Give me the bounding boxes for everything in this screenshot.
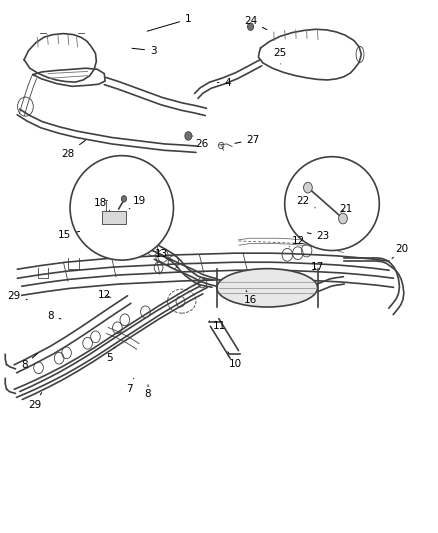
Text: 1: 1 xyxy=(147,14,192,31)
Text: 24: 24 xyxy=(244,17,267,30)
Text: 19: 19 xyxy=(129,197,146,209)
Text: 29: 29 xyxy=(7,291,27,301)
Text: 3: 3 xyxy=(132,46,157,55)
Ellipse shape xyxy=(70,156,173,260)
Text: 26: 26 xyxy=(193,136,209,149)
Circle shape xyxy=(247,23,254,30)
Text: 8: 8 xyxy=(21,353,37,370)
Text: 8: 8 xyxy=(145,385,152,399)
FancyBboxPatch shape xyxy=(102,211,126,224)
Text: 4: 4 xyxy=(217,78,231,87)
Text: 20: 20 xyxy=(392,245,409,259)
Circle shape xyxy=(304,182,312,193)
Text: 18: 18 xyxy=(94,198,110,211)
Text: 12: 12 xyxy=(98,290,111,300)
Text: 7: 7 xyxy=(126,378,134,394)
Text: 8: 8 xyxy=(47,311,61,320)
Text: 21: 21 xyxy=(339,205,353,214)
Text: 25: 25 xyxy=(274,49,287,64)
Text: 23: 23 xyxy=(307,231,330,240)
Text: 5: 5 xyxy=(106,348,115,363)
Text: 16: 16 xyxy=(244,290,257,304)
Text: 10: 10 xyxy=(228,352,242,368)
Text: 11: 11 xyxy=(209,321,226,331)
Text: 28: 28 xyxy=(61,140,85,158)
Text: 13: 13 xyxy=(155,249,171,260)
Circle shape xyxy=(339,213,347,224)
Text: 12: 12 xyxy=(289,237,305,247)
Text: 22: 22 xyxy=(297,197,315,208)
Text: 27: 27 xyxy=(235,135,260,144)
Text: 15: 15 xyxy=(58,230,80,239)
Text: 17: 17 xyxy=(311,262,324,271)
Circle shape xyxy=(121,196,127,202)
Circle shape xyxy=(185,132,192,140)
Ellipse shape xyxy=(285,157,379,251)
Text: 29: 29 xyxy=(28,393,42,410)
Ellipse shape xyxy=(217,269,318,307)
